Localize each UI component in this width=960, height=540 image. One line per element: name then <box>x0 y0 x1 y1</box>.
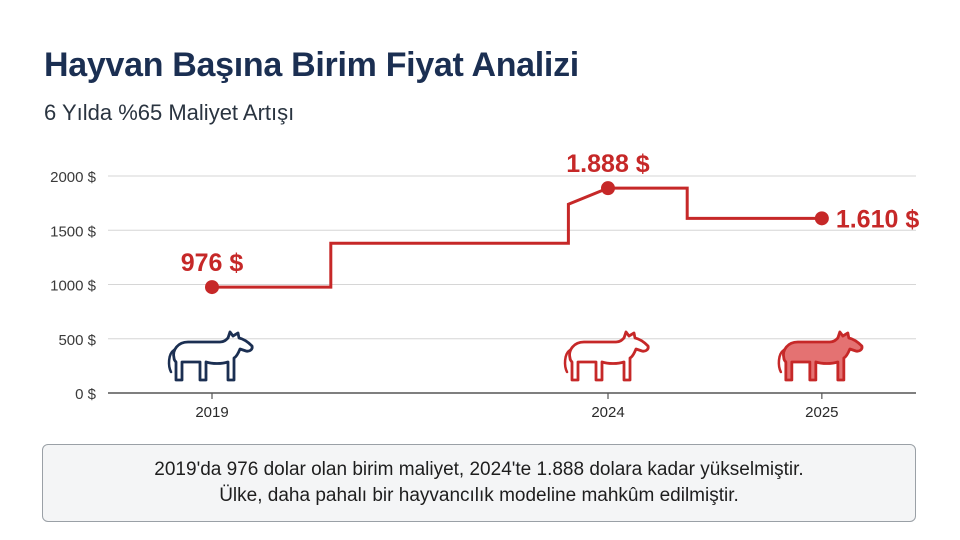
data-point-2019 <box>205 280 219 295</box>
summary-line-2: Ülke, daha pahalı bir hayvancılık modeli… <box>219 485 739 506</box>
cow-icon-2025-shape <box>782 330 864 382</box>
data-label-2024: 1.888 $ <box>566 150 650 178</box>
data-point-2026.7 <box>814 211 829 226</box>
data-point-2024 <box>601 181 615 196</box>
cow-icon-2024-tail <box>563 348 572 374</box>
x-tick-label-2019: 2019 <box>195 404 228 421</box>
cow-icon-2019-shape <box>172 330 254 382</box>
page-subtitle: 6 Yılda %65 Maliyet Artışı <box>44 100 295 125</box>
y-tick-label-0: 0 $ <box>75 386 97 403</box>
data-label-2026.7: 1.610 $ <box>836 205 920 233</box>
y-tick-label-500: 500 $ <box>58 332 96 349</box>
page-title: Hayvan Başına Birim Fiyat Analizi <box>44 46 579 84</box>
cow-icon-2025-tail <box>777 348 786 374</box>
y-tick-label-1000: 1000 $ <box>50 278 97 295</box>
series-line-0 <box>212 186 822 289</box>
summary-line-1: 2019'da 976 dolar olan birim maliyet, 20… <box>154 459 804 481</box>
x-tick-label-2024: 2024 <box>591 404 624 421</box>
x-tick-label-2025: 2025 <box>805 404 838 421</box>
y-tick-label-2000: 2000 $ <box>50 169 97 186</box>
cow-icon-2024-shape <box>568 330 650 382</box>
y-tick-label-1500: 1500 $ <box>50 223 97 240</box>
data-label-2019: 976 $ <box>181 249 244 277</box>
cow-icon-2025 <box>777 330 864 382</box>
cow-icon-2024 <box>563 330 650 382</box>
cow-icon-2019-tail <box>167 348 176 374</box>
summary-note: 2019'da 976 dolar olan birim maliyet, 20… <box>42 444 916 522</box>
cow-icon-2019 <box>167 330 254 382</box>
